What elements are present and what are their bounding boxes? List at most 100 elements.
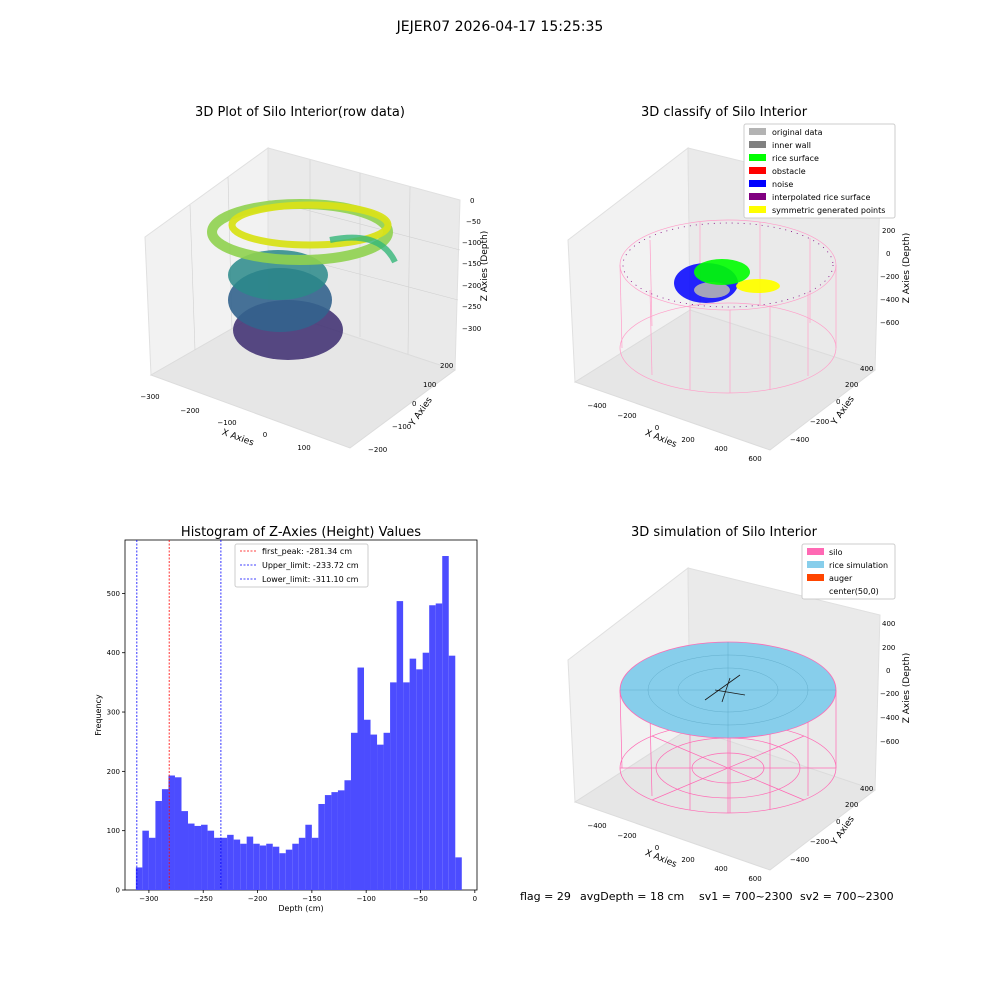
sim-z-label: Z Axies (Depth) [902, 653, 912, 724]
histogram-title: Histogram of Z-Axies (Height) Values [181, 525, 421, 540]
classify-x-tick: −400 [587, 402, 606, 410]
histogram-bar [429, 605, 436, 890]
histogram-bar [364, 719, 371, 890]
raw-cluster-rim [228, 201, 392, 249]
classify-floor-pane [573, 309, 877, 451]
histogram-bar [298, 837, 306, 890]
histogram-bar [227, 834, 234, 890]
histogram-bar [214, 837, 221, 890]
histogram-axes: −300 −250 −200 −150 −100 −50 0 0 100 200 300 400 500 [107, 590, 477, 903]
histogram-bar [396, 601, 404, 890]
sim-x-tick: 600 [748, 875, 761, 883]
histogram-y-tick-label: 100 [107, 827, 120, 835]
histogram-bar [181, 811, 189, 890]
classify-y-tick: 0 [836, 398, 840, 406]
histogram-y-tick-label: 300 [107, 709, 120, 717]
histogram-bar [285, 849, 293, 890]
info-sv1: sv1 = 700~2300 [699, 890, 793, 903]
sim-y-tick: −200 [810, 838, 829, 846]
raw-x-tick: −100 [217, 419, 236, 427]
histogram-bar [135, 867, 143, 890]
raw-y-tick: 100 [423, 381, 436, 389]
histogram-legend-box [234, 543, 369, 588]
histogram-bar [148, 837, 156, 890]
classify-x-tick: 600 [748, 455, 761, 463]
figure-suptitle: JEJER07 2026-04-17 15:25:35 [396, 19, 604, 35]
classify-original-cluster [694, 282, 730, 298]
sim-x-tick: −400 [587, 822, 606, 830]
histogram-bar [403, 682, 410, 890]
histogram-bar [331, 792, 338, 890]
panel-raw-title: 3D Plot of Silo Interior(row data) [195, 105, 405, 120]
sim-y-tick: 0 [836, 818, 840, 826]
info-sv2: sv2 = 700~2300 [800, 890, 894, 903]
histogram-x-tick-label: −200 [248, 895, 267, 903]
sim-legend-box [801, 543, 896, 600]
legend-swatch-obstacle [749, 167, 766, 174]
classify-x-ticks: −400 −200 0 200 400 600 [587, 402, 761, 463]
histogram-bar [344, 780, 351, 890]
classify-z-tick: 200 [882, 227, 895, 235]
sim-y-tick: 200 [845, 801, 858, 809]
legend-label-rice-surface: rice surface [772, 154, 819, 163]
histogram-bar [266, 843, 273, 890]
sim-rice-mesh [620, 642, 836, 738]
legend-swatch-auger [807, 574, 824, 581]
info-line: flag = 29 avgDepth = 18 cm sv1 = 700~230… [520, 890, 894, 903]
raw-floor-pane [149, 307, 457, 449]
raw-z-tick: −100 [462, 239, 481, 247]
raw-z-tick: −50 [466, 218, 481, 226]
histogram-bar [201, 824, 208, 890]
histogram-bar [324, 795, 332, 890]
histogram-vlines [136, 540, 222, 890]
legend-label-original: original data [772, 128, 823, 137]
histogram-bars [135, 556, 462, 890]
raw-x-tick: 100 [297, 444, 310, 452]
raw-z-label: Z Axies (Depth) [480, 231, 490, 302]
histogram-x-tick-label: −250 [194, 895, 213, 903]
histogram-x-tick-label: −50 [413, 895, 428, 903]
legend-swatch-silo [807, 548, 824, 555]
sim-x-tick: 400 [714, 865, 727, 873]
histogram-x-tick-label: −150 [302, 895, 321, 903]
histogram-bar [370, 734, 378, 890]
histogram-bar [350, 732, 358, 890]
raw-x-ticks: −300 −200 −100 0 100 [140, 393, 310, 452]
raw-x-tick: −200 [180, 407, 199, 415]
histogram-bar [253, 843, 260, 890]
panel-raw-3d: 3D Plot of Silo Interior(row data) −300 … [140, 105, 490, 454]
raw-scatter-points [207, 199, 398, 360]
histogram-bar [337, 790, 345, 890]
sim-z-tick: −200 [880, 690, 899, 698]
histogram-bar [272, 846, 280, 890]
panel-simulation-3d: 3D simulation of Silo Interior silo [567, 525, 912, 883]
raw-z-tick: −300 [462, 325, 481, 333]
classify-x-tick: −200 [617, 412, 636, 420]
sim-x-tick: 200 [681, 856, 694, 864]
histogram-y-label: Frequency [94, 694, 103, 736]
histogram-bar [409, 658, 417, 890]
histogram-x-tick-label: −300 [139, 895, 158, 903]
histogram-x-label: Depth (cm) [278, 904, 323, 913]
histogram-bar [161, 789, 169, 890]
histogram-bar [455, 857, 462, 890]
histogram-bar [220, 837, 228, 890]
histogram-bar [259, 845, 267, 890]
legend-swatch-symmetric [749, 206, 766, 213]
classify-purple-surface [622, 222, 834, 308]
histogram-bar [318, 803, 325, 890]
sim-z-tick: 200 [882, 644, 895, 652]
classify-legend-box [743, 123, 896, 219]
raw-z-tick: −200 [462, 282, 481, 290]
classify-z-ticks: 200 0 −200 −400 −600 [880, 227, 899, 327]
legend-label-auger: auger [829, 574, 853, 583]
sim-y-tick: 400 [860, 785, 873, 793]
histogram-bar [448, 655, 456, 890]
legend-label-inner-wall: inner wall [772, 141, 811, 150]
histogram-bar [246, 836, 254, 890]
sim-z-tick: −600 [880, 738, 899, 746]
classify-x-tick: 0 [655, 424, 659, 432]
legend-swatch-rice-simulation [807, 561, 824, 568]
legend-label-obstacle: obstacle [772, 167, 806, 176]
